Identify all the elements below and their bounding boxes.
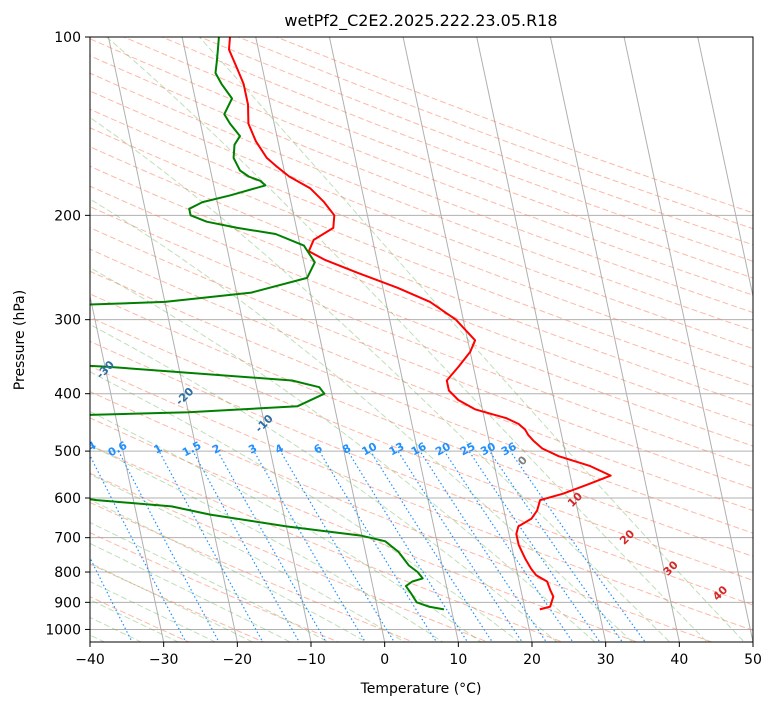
mixing-ratio-line [279,450,395,642]
isotherm-line [476,37,607,642]
temperature-curve [228,37,612,611]
moist-adiabat-line [90,116,671,642]
y-tick-label: 800 [54,565,81,581]
mixing-ratio-line [509,450,646,642]
moist-adiabats [90,37,745,642]
dewpoint-curve [90,37,445,611]
y-tick-label: 1000 [45,622,81,638]
isotherm-line [402,37,533,642]
mixing-ratio-line [117,450,220,642]
chart-title: wetPf2_C2E2.2025.222.23.05.R18 [284,11,557,31]
x-tick-label: 0 [380,652,389,668]
mixing-ratio-label: 20 [433,440,453,459]
dry-adiabat-line [90,365,753,631]
mixing-ratio-line [90,454,187,642]
isotherm-line [181,37,312,642]
dry-adiabat-line [90,596,191,642]
mixing-ratio-line [217,450,327,642]
dry-adiabat-line [90,38,753,296]
mixing-ratio-line [253,450,367,642]
moist-adiabat-line [90,473,406,642]
y-tick-label: 200 [54,208,81,224]
dry-adiabat-line [90,72,753,331]
moist-adiabat-line [90,542,292,642]
mixing-ratio-line [468,450,601,642]
dry-adiabat-line [90,391,714,642]
x-tick-label: −40 [75,652,105,668]
dry-adiabat-line [90,108,753,368]
dry-adiabat-line [90,146,753,407]
mixing-ratio-label: 10 [360,440,380,459]
isotherm-line [255,37,386,642]
y-tick-label: 400 [54,387,81,403]
sounding-curves [90,37,612,611]
dry-adiabat-line [90,90,753,350]
mixing-ratio-label: 13 [387,440,407,459]
dry-adiabat-line [90,293,753,557]
y-axis-ticks: 100 200 300 400 500 600 700 800 900 1000 [45,30,90,638]
dry-adiabat-line [90,444,564,642]
moist-adiabat-line [90,267,596,642]
mixing-ratio-line [318,450,438,642]
isotherm-line [623,37,753,642]
mixing-ratio-label: 36 [499,440,519,459]
moist-adiabat-line [90,323,558,642]
mixing-ratio-line [347,450,469,642]
mixing-ratio-label: 0.4 [75,439,99,460]
mixing-ratio-line [192,450,300,642]
x-tick-label: 10 [449,652,467,668]
dry-adiabat-line [90,472,490,642]
plot-area: -100-90-80-70-60-50-40-30-20-100.10.20.4… [75,37,753,642]
y-tick-label: 500 [54,444,81,460]
x-tick-label: 30 [597,652,615,668]
x-tick-label: −20 [223,652,253,668]
isotherm-line [549,37,680,642]
moist-adiabat-line [90,371,520,642]
x-axis-ticks: −40 −30 −20 −10 0 10 20 30 40 50 [75,642,762,668]
mixing-ratio-label: 30 [478,440,498,459]
moist-adiabat-line [90,410,482,642]
y-tick-label: 700 [54,531,81,547]
y-tick-label: 900 [54,595,81,611]
dry-adiabat-line [90,227,753,490]
mixing-ratio-label: 25 [458,440,478,459]
isotherm-line [90,293,165,642]
mixing-ratio-line [489,450,624,642]
y-tick-label: 100 [54,30,81,46]
isotherm-grid [90,37,753,642]
mixing-ratio-lines [90,450,646,642]
dry-adiabat-line [90,501,415,642]
dry-adiabat-line [90,248,753,512]
x-axis-title: Temperature (°C) [360,681,482,697]
mixing-ratio-line [158,450,264,642]
x-tick-label: 50 [744,652,762,668]
dry-adiabat-line [90,532,340,642]
y-tick-label: 600 [54,491,81,507]
dry-adiabat-line [90,417,639,642]
y-tick-label: 300 [54,313,81,329]
moist-adiabat-line [90,198,634,642]
isotherm-line [328,37,459,642]
y-axis-title: Pressure (hPa) [12,290,28,390]
moist-adiabat-line [90,521,330,642]
mixing-ratio-line [443,450,574,642]
moist-adiabat-line [105,37,708,642]
mixing-ratio-line [370,450,494,642]
plot-frame [89,36,754,643]
x-tick-label: 20 [523,652,541,668]
x-tick-label: 40 [670,652,688,668]
isotherm-line [107,37,238,642]
x-tick-label: −30 [149,652,179,668]
moist-adiabat-line [198,37,745,642]
dry-adiabat-line [90,165,753,427]
mixing-ratio-label: 16 [409,440,429,459]
isotherm-line [697,37,753,299]
x-tick-label: −10 [296,652,326,668]
